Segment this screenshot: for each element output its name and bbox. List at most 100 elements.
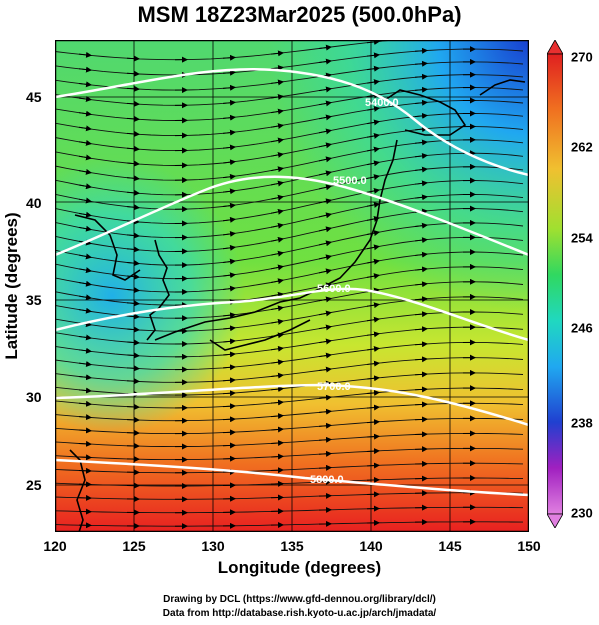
wind-arrow: [318, 184, 332, 191]
wind-arrow: [222, 114, 236, 121]
wind-arrow: [318, 128, 332, 135]
wind-arrow: [78, 294, 92, 301]
wind-arrow: [78, 307, 92, 314]
wind-arrow: [366, 79, 380, 86]
wind-arrow: [318, 142, 332, 149]
colorbar-scale: [547, 53, 563, 515]
wind-arrow: [126, 260, 140, 267]
wind-arrow: [270, 108, 284, 115]
wind-arrow: [414, 47, 428, 54]
wind-arrow: [270, 123, 284, 129]
wind-arrow: [126, 145, 140, 152]
wind-arrow: [222, 216, 236, 223]
wind-arrow: [78, 183, 92, 190]
wind-arrow: [222, 285, 236, 292]
wind-arrow: [270, 386, 284, 393]
wind-arrow: [78, 387, 92, 394]
colorbar-top-arrow: [546, 39, 564, 55]
wind-arrow: [126, 70, 140, 77]
wind-arrow: [270, 151, 284, 158]
wind-arrow: [222, 258, 236, 265]
wind-arrow: [366, 133, 380, 139]
wind-arrow: [318, 170, 332, 177]
wind-arrow: [318, 324, 332, 331]
wind-arrow: [222, 377, 236, 384]
wind-arrow: [414, 237, 428, 244]
wind-arrow: [270, 467, 284, 474]
y-tick-label: 30: [26, 389, 42, 405]
footer-credit-drawing: Drawing by DCL (https://www.gfd-dennou.o…: [163, 594, 436, 605]
wind-streamlines: [55, 40, 524, 530]
contour-label-5700: 5700.0: [317, 381, 351, 393]
wind-arrow: [366, 448, 380, 455]
wind-arrow: [78, 280, 92, 287]
wind-arrow: [414, 152, 428, 159]
wind-arrow: [78, 66, 92, 73]
wind-arrow: [318, 450, 332, 457]
wind-arrow: [270, 291, 284, 298]
wind-arrow: [366, 389, 380, 396]
wind-arrow: [270, 426, 284, 433]
wind-arrow: [222, 390, 236, 397]
wind-arrow: [222, 84, 236, 91]
wind-arrow: [366, 105, 380, 112]
wind-arrow: [366, 119, 380, 126]
wind-arrow: [318, 436, 332, 443]
y-tick-label: 45: [26, 89, 42, 105]
wind-arrow: [222, 202, 236, 209]
wind-arrow: [222, 188, 236, 195]
wind-arrow: [318, 478, 332, 485]
wind-arrow: [270, 94, 284, 100]
wind-arrow: [270, 413, 284, 419]
wind-arrow: [318, 296, 332, 303]
colorbar-tick-label: 262: [571, 139, 593, 155]
honshu-coast: [154, 139, 398, 341]
wind-arrow: [222, 338, 236, 345]
wind-arrow: [78, 139, 92, 146]
wind-arrow: [414, 386, 428, 393]
wind-arrow: [270, 208, 284, 215]
wind-arrow: [318, 366, 332, 373]
wind-arrow: [126, 204, 140, 211]
wind-arrow: [270, 305, 284, 312]
wind-arrow: [414, 139, 428, 146]
wind-arrow: [270, 137, 284, 144]
wind-arrow: [222, 144, 236, 151]
x-tick-label: 135: [280, 538, 304, 554]
wind-arrow: [78, 253, 92, 260]
wind-arrow: [126, 85, 140, 92]
wind-arrow: [222, 364, 236, 371]
wind-arrow: [414, 281, 428, 288]
wind-arrow: [366, 375, 380, 382]
height-contours: [55, 68, 529, 497]
wind-arrow: [126, 378, 140, 385]
wind-arrow: [270, 180, 284, 187]
wind-arrow: [318, 226, 332, 233]
wind-arrow: [222, 416, 236, 423]
wind-arrow: [126, 365, 140, 372]
wind-arrow: [414, 341, 428, 348]
wind-arrow: [318, 254, 332, 261]
colorbar-tick-label: 230: [571, 505, 593, 521]
wind-arrow: [78, 125, 92, 132]
wind-arrow: [78, 454, 92, 461]
wind-arrow: [270, 194, 284, 201]
wind-arrow: [318, 156, 332, 163]
wind-arrow: [222, 244, 236, 251]
wind-arrow: [78, 347, 92, 354]
wind-arrow: [222, 69, 236, 76]
wind-arrow: [270, 278, 284, 285]
wind-arrow: [270, 79, 284, 86]
wind-arrow: [414, 166, 428, 173]
wind-arrow: [78, 361, 92, 367]
wind-arrow: [414, 296, 428, 303]
wind-arrow: [270, 359, 284, 366]
x-tick-label: 125: [122, 538, 146, 554]
wind-arrow: [126, 352, 140, 359]
wind-arrow: [78, 267, 92, 274]
contour-label-5500: 5500.0: [333, 175, 367, 187]
wind-arrow: [270, 399, 284, 406]
wind-arrow: [78, 400, 92, 407]
wind-arrow: [222, 403, 236, 410]
wind-arrow: [270, 166, 284, 173]
